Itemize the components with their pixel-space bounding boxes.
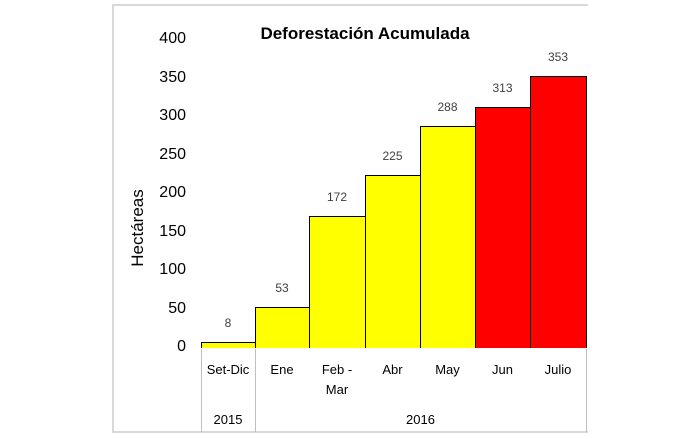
data-label: 288 bbox=[437, 100, 458, 115]
category-divider bbox=[586, 349, 587, 432]
x-category-label: May bbox=[435, 362, 460, 377]
x-category-label: Abr bbox=[382, 362, 403, 377]
y-tick-label: 150 bbox=[159, 222, 186, 240]
bar-set-dic bbox=[201, 341, 256, 348]
data-label: 225 bbox=[382, 148, 403, 163]
y-tick-label: 400 bbox=[159, 30, 186, 47]
y-tick-label: 100 bbox=[159, 261, 186, 278]
data-label: 353 bbox=[547, 50, 569, 65]
x-category-label: Feb - Mar bbox=[321, 362, 353, 397]
chart-frame-left bbox=[112, 4, 114, 432]
data-label: 313 bbox=[492, 80, 513, 95]
y-axis-label: Hectáreas bbox=[128, 189, 147, 267]
x-category-label: Julio bbox=[544, 362, 572, 377]
chart-frame-top bbox=[112, 4, 588, 6]
chart-title: Deforestación Acumulada bbox=[260, 24, 470, 43]
bar-may bbox=[420, 126, 476, 348]
y-tick-label: 50 bbox=[168, 299, 186, 317]
x-category-label: Set-Dic bbox=[206, 362, 250, 377]
bar-jun bbox=[475, 106, 531, 348]
y-tick-label: 200 bbox=[159, 184, 186, 201]
year-group-label: 2015 bbox=[213, 412, 243, 427]
y-tick-label: 300 bbox=[159, 107, 186, 124]
y-tick-label: 0 bbox=[177, 338, 186, 355]
category-divider bbox=[201, 349, 202, 432]
bar-ene bbox=[255, 307, 310, 348]
year-group-label: 2016 bbox=[406, 412, 435, 427]
category-divider bbox=[255, 349, 256, 432]
x-category-label: Ene bbox=[270, 362, 294, 377]
data-label: 8 bbox=[224, 315, 232, 330]
data-label: 53 bbox=[275, 281, 289, 296]
bar-abr bbox=[365, 174, 421, 348]
x-category-label: Jun bbox=[492, 362, 513, 377]
chart-frame-bottom bbox=[112, 431, 588, 433]
y-tick-label: 350 bbox=[159, 68, 186, 86]
bar-julio bbox=[530, 76, 587, 348]
bar-feb-mar bbox=[309, 215, 366, 348]
y-tick-label: 250 bbox=[159, 145, 186, 163]
data-label: 172 bbox=[326, 189, 348, 204]
